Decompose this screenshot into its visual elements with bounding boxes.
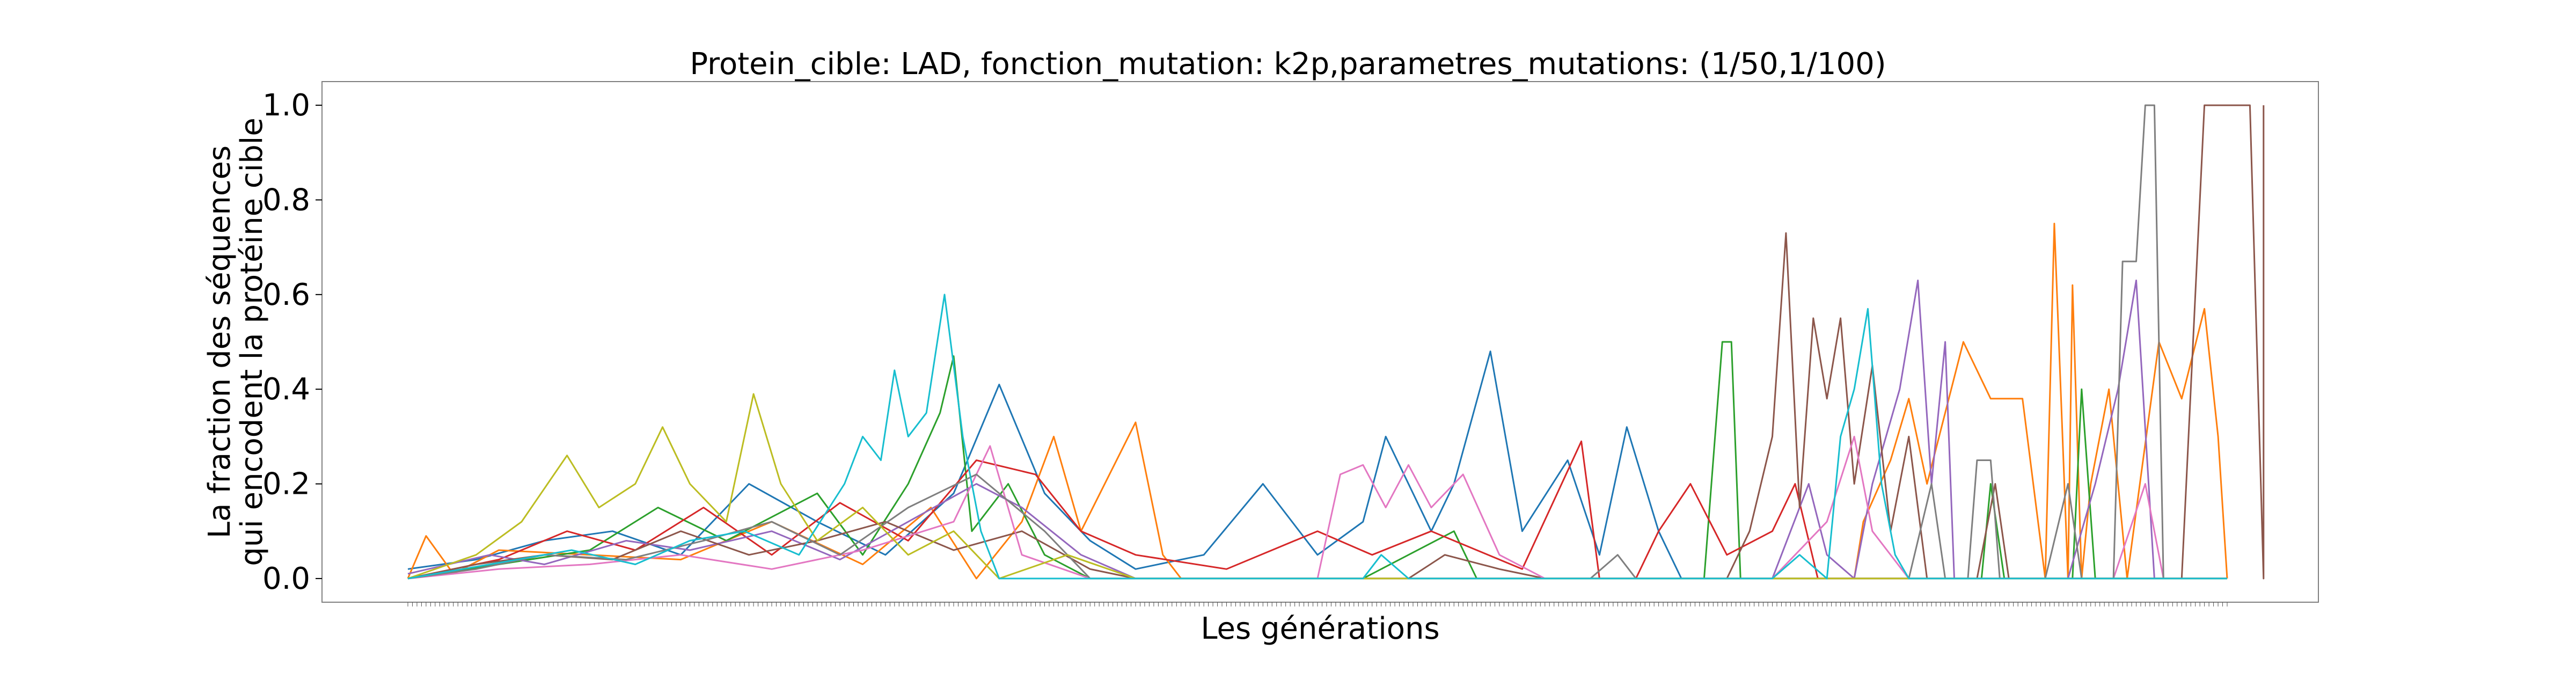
series-line-9 [407, 393, 2227, 580]
series-line-4 [407, 440, 2227, 580]
series-line-1 [407, 350, 2227, 580]
y-tick-label: 0.8 [262, 182, 310, 217]
series-line-5 [407, 279, 2227, 580]
y-tick-label: 0.0 [262, 561, 310, 596]
series-line-10 [407, 294, 2227, 580]
y-axis-label-line-1: La fraction des séquences [202, 145, 237, 538]
y-tick-label: 0.2 [262, 467, 310, 502]
x-axis-label: Les générations [1201, 611, 1439, 646]
plot-frame [321, 81, 2319, 603]
series-line-8 [407, 104, 2227, 580]
y-tick-label: 1.0 [262, 88, 310, 123]
y-axis-label-line-2: qui encodent la protéine cible [235, 118, 269, 566]
y-tick-label: 0.6 [262, 277, 310, 312]
chart-title: Protein_cible: LAD, fonction_mutation: k… [690, 47, 1886, 82]
series-line-6 [407, 104, 2265, 580]
y-tick-label: 0.4 [262, 372, 310, 407]
series-line-7 [407, 435, 2227, 580]
series-line-2 [407, 223, 2228, 580]
